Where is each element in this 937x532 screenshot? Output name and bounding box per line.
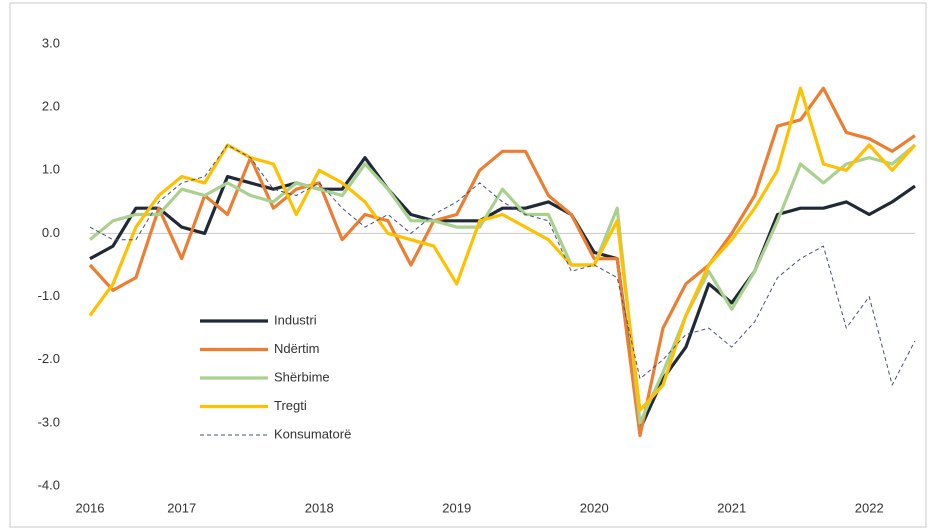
chart-frame (9, 2, 927, 528)
legend-label: Ndërtim (274, 341, 320, 356)
x-tick-label: 2017 (167, 500, 196, 515)
legend-label: Industri (274, 312, 317, 327)
series-line (88, 86, 917, 412)
legend-label: Shërbime (274, 369, 330, 384)
y-tick-label: 1.0 (42, 162, 60, 177)
series-line (88, 143, 917, 425)
y-tick-label: -3.0 (38, 414, 60, 429)
series-line (89, 144, 916, 386)
x-tick-label: 2019 (442, 500, 471, 515)
x-tick-label: 2016 (76, 500, 105, 515)
y-tick-label: 3.0 (42, 35, 60, 50)
y-tick-label: 2.0 (42, 99, 60, 114)
x-tick-label: 2018 (305, 500, 334, 515)
series-line (89, 156, 916, 431)
y-tick-label: 0.0 (42, 225, 60, 240)
series-line (88, 86, 916, 438)
x-tick-label: 2022 (855, 500, 884, 515)
x-tick-label: 2020 (580, 500, 609, 515)
y-tick-label: -1.0 (38, 288, 60, 303)
y-tick-label: -4.0 (38, 477, 60, 492)
legend-label: Konsumatorë (274, 426, 351, 441)
legend-label: Tregti (274, 398, 307, 413)
x-tick-label: 2021 (717, 500, 746, 515)
y-tick-label: -2.0 (38, 351, 60, 366)
